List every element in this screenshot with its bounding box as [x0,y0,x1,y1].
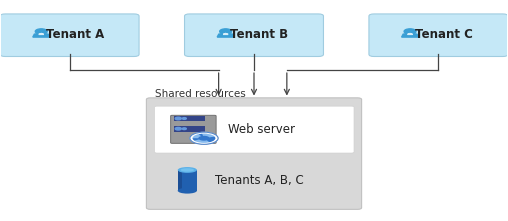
Bar [178,170,182,191]
Bar [174,126,206,132]
Bar [178,170,197,191]
FancyBboxPatch shape [171,115,216,143]
Circle shape [35,29,47,34]
Polygon shape [402,33,419,37]
Text: Tenant B: Tenant B [230,28,288,41]
Circle shape [192,133,216,143]
Polygon shape [39,33,44,34]
Circle shape [404,29,416,34]
Ellipse shape [178,188,197,194]
Circle shape [175,117,181,120]
Text: Tenant C: Tenant C [415,28,472,41]
Circle shape [182,128,186,130]
Polygon shape [194,139,210,143]
Ellipse shape [178,167,197,173]
Text: Shared resources: Shared resources [155,89,246,99]
Text: Tenants A, B, C: Tenants A, B, C [215,174,304,187]
Bar [174,116,206,122]
Circle shape [219,29,232,34]
Circle shape [190,132,218,144]
Ellipse shape [180,168,194,172]
Polygon shape [223,33,228,34]
Polygon shape [33,33,50,37]
Text: Web server: Web server [228,123,295,136]
Circle shape [182,118,186,119]
Polygon shape [217,33,234,37]
FancyBboxPatch shape [146,98,362,209]
FancyBboxPatch shape [184,14,324,57]
Polygon shape [202,133,215,137]
FancyBboxPatch shape [154,106,354,153]
Circle shape [175,127,181,130]
FancyBboxPatch shape [369,14,508,57]
Polygon shape [407,33,412,34]
FancyBboxPatch shape [0,14,139,57]
Text: Tenant A: Tenant A [46,28,104,41]
Polygon shape [193,134,201,138]
